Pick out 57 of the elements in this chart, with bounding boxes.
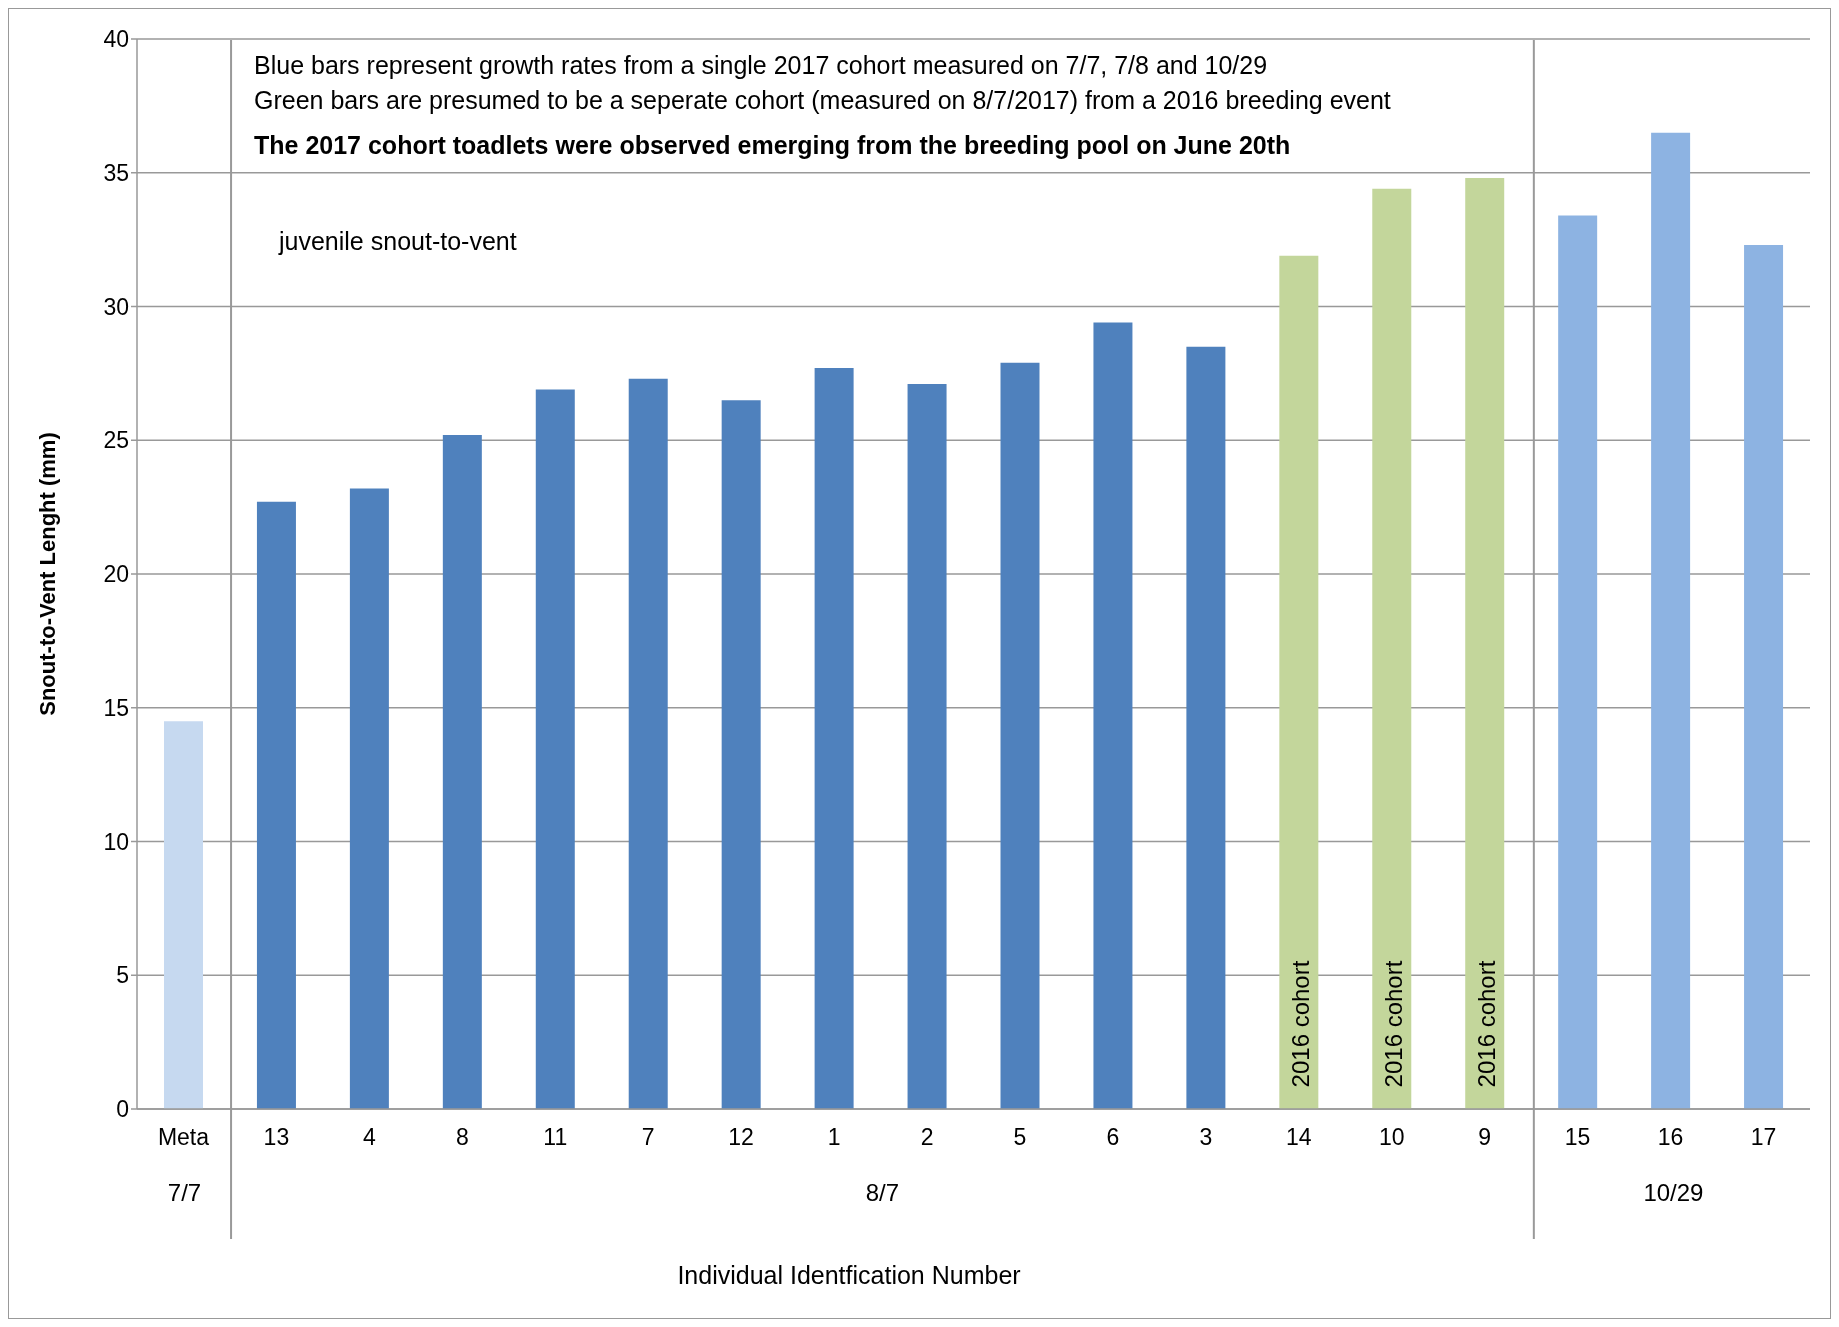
- bar: [1744, 244, 1784, 1109]
- x-tick-label: 2: [920, 1124, 934, 1151]
- y-tick-label: 15: [103, 694, 129, 721]
- x-tick-label: 17: [1750, 1124, 1777, 1151]
- bar: [256, 501, 296, 1109]
- bar: [1465, 178, 1505, 1109]
- y-tick-label: 30: [103, 293, 129, 320]
- bar: [535, 389, 575, 1109]
- annotation: Blue bars represent growth rates from a single 2017 cohort measured on 7/7, 7/8 and 10/29: [254, 51, 1268, 80]
- x-tick-label: 8: [455, 1124, 469, 1151]
- y-axis-title: Snout-to-Vent Lenght (mm): [34, 432, 60, 716]
- bar: [1000, 362, 1040, 1109]
- bar: [1558, 215, 1598, 1109]
- y-tick-label: 40: [103, 26, 129, 53]
- bar: [814, 368, 854, 1109]
- annotation: The 2017 cohort toadlets were observed emerging from the breeding pool on June 20th: [254, 131, 1291, 160]
- bar: [907, 384, 947, 1109]
- x-tick-label: 15: [1564, 1124, 1591, 1151]
- bar: [1093, 322, 1133, 1109]
- x-tick-label: 1: [827, 1124, 841, 1151]
- bar: [442, 434, 482, 1109]
- bar: [164, 721, 203, 1109]
- x-tick-label: 3: [1199, 1124, 1213, 1151]
- x-tick-label: 7: [641, 1124, 655, 1151]
- text: 10/29: [1642, 1179, 1705, 1207]
- x-tick-label: 14: [1286, 1124, 1312, 1151]
- y-tick-label: 35: [103, 159, 129, 186]
- annotation: juvenile snout-to-vent: [279, 227, 517, 256]
- x-tick-label: 10: [1378, 1124, 1405, 1151]
- bar: [1651, 132, 1691, 1109]
- x-tick-label: 9: [1478, 1124, 1492, 1151]
- x-tick-label: 5: [1013, 1124, 1027, 1151]
- bar: [1186, 346, 1226, 1109]
- annotation: 2016 cohort: [1287, 960, 1316, 1088]
- y-tick-label: 10: [103, 828, 129, 855]
- annotation: 2016 cohort: [1473, 960, 1502, 1088]
- y-tick-label: 20: [103, 561, 129, 588]
- x-tick-label: 13: [263, 1124, 290, 1151]
- y-tick-label: 25: [103, 427, 129, 454]
- bar: [1372, 188, 1412, 1109]
- annotation: Green bars are presumed to be a seperate cohort (measured on 8/7/2017) from a 2016 breeding event: [254, 86, 1391, 115]
- y-tick-label: 5: [116, 962, 129, 989]
- x-tick-label: 12: [728, 1124, 754, 1151]
- x-tick-label: 4: [362, 1124, 376, 1151]
- text: 7/7: [166, 1179, 203, 1207]
- x-tick-label: 11: [543, 1124, 568, 1151]
- bar: [721, 400, 761, 1109]
- x-tick-label: Meta: [157, 1124, 210, 1151]
- bar: [349, 488, 389, 1109]
- x-tick-label: 16: [1657, 1124, 1684, 1151]
- y-tick-label: 0: [116, 1096, 129, 1123]
- bar: [1279, 255, 1319, 1109]
- annotation: 2016 cohort: [1380, 960, 1409, 1088]
- x-axis-title: Individual Identfication Number: [676, 1261, 1022, 1290]
- x-tick-label: 6: [1106, 1124, 1120, 1151]
- text: 8/7: [864, 1179, 901, 1207]
- bar: [628, 378, 668, 1109]
